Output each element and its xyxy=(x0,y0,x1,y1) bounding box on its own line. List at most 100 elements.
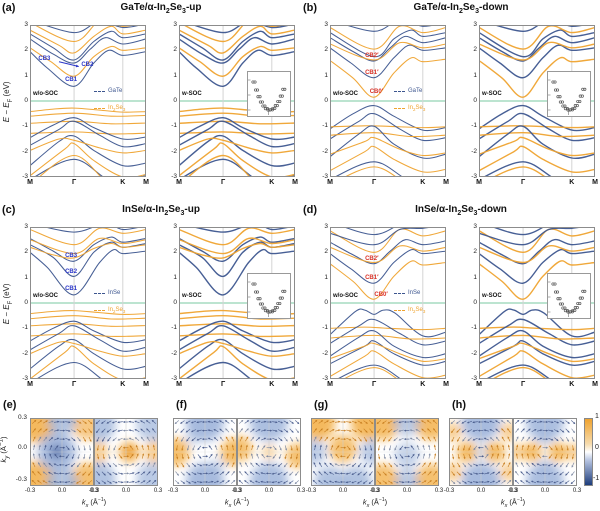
spin-arrow-head xyxy=(548,456,551,459)
kx-tick-label: 0.0 xyxy=(476,488,486,494)
spin-arrow-head xyxy=(70,464,73,467)
spin-arrow-head xyxy=(129,445,132,448)
spin-arrow-head xyxy=(285,439,288,442)
spin-arrow-head xyxy=(122,446,126,449)
spin-arrow-head xyxy=(357,465,360,468)
spin-arrow-head xyxy=(429,471,432,474)
spin-arrow-head xyxy=(555,448,558,451)
spin-arrow-head xyxy=(553,473,556,475)
spin-arrow-head xyxy=(567,421,570,424)
kx-tick-label: 0.3 xyxy=(89,488,99,494)
spin-arrow-head xyxy=(561,439,564,442)
spin-arrow xyxy=(238,480,244,484)
spin-arrow-head xyxy=(403,438,407,441)
spin-arrow-head xyxy=(73,439,76,442)
band-curve xyxy=(479,308,595,338)
inset-band-marker xyxy=(581,289,585,293)
k-point-label: Γ xyxy=(371,381,377,388)
plot-frame xyxy=(179,25,295,177)
cb-annotation: CB2′ xyxy=(365,52,379,59)
spin-arrow-head xyxy=(329,462,332,465)
spin-arrow-head xyxy=(232,453,235,456)
colorbar-tick-1: 1 xyxy=(595,413,599,420)
spin-arrow-head xyxy=(249,480,252,483)
spin-arrow-head xyxy=(565,465,568,468)
y-tick-label: 1 xyxy=(324,273,328,281)
spin-arrow-head xyxy=(418,471,421,474)
spin-arrow-head xyxy=(175,439,178,443)
spin-arrow xyxy=(570,420,576,424)
spin-arrow-head xyxy=(84,421,87,424)
spin-arrow-head xyxy=(269,446,273,449)
spin-arrow-head xyxy=(487,480,490,483)
spin-arrow-head xyxy=(255,462,258,465)
k-point-label: M xyxy=(592,179,598,186)
band-curve xyxy=(187,154,251,177)
k-point-label: Γ xyxy=(520,179,526,186)
spin-arrow-head xyxy=(534,420,537,423)
band-curve xyxy=(30,137,146,154)
spin-arrow xyxy=(506,420,512,424)
colorbar xyxy=(584,418,593,486)
band-curve xyxy=(179,324,295,353)
spin-arrow xyxy=(129,437,134,441)
spin-arrow-head xyxy=(393,439,396,442)
cb-annotation: CB0′ xyxy=(374,291,388,298)
band-curve xyxy=(479,41,595,61)
kx-tick-label: 0.0 xyxy=(540,488,550,494)
band-curve xyxy=(330,35,446,62)
band-curve xyxy=(179,25,295,54)
spin-arrow-head xyxy=(78,448,81,451)
spin-arrow-head xyxy=(457,457,460,460)
spin-arrow-head xyxy=(421,428,424,431)
band-curve xyxy=(330,245,446,264)
spin-arrow-head xyxy=(294,481,297,485)
spin-arrow-head xyxy=(58,472,62,475)
y-tick-label: -1 xyxy=(471,122,477,130)
plot-frame xyxy=(179,227,295,379)
spin-arrow xyxy=(450,420,456,424)
spin-arrow-head xyxy=(190,421,194,424)
band-curve xyxy=(330,334,446,340)
spin-arrow-head xyxy=(232,461,235,465)
spin-arrow-head xyxy=(73,421,77,424)
band-curve xyxy=(479,326,595,331)
spin-z-blob xyxy=(314,466,347,486)
y-axis-label-middle: E − EF (eV) xyxy=(2,283,14,325)
spin-arrow-head xyxy=(334,480,337,483)
spin-arrow-head xyxy=(401,464,405,467)
panel-b-title: GaTe/α-In2Se3-down xyxy=(413,2,509,15)
spin-arrow-head xyxy=(188,465,191,468)
spin-arrow-head xyxy=(286,421,289,424)
y-tick-label: 1 xyxy=(24,273,28,281)
spin-arrow-head xyxy=(501,436,504,439)
inset-band-marker xyxy=(555,88,560,92)
spin-arrow-head xyxy=(83,457,86,460)
spin-arrow-head xyxy=(199,464,203,467)
legend-line-sample xyxy=(94,292,105,294)
spin-arrow-head xyxy=(291,439,293,442)
spin-arrow-head xyxy=(354,439,357,442)
spin-arrow-head xyxy=(339,472,343,475)
spin-arrow-head xyxy=(143,471,146,474)
spin-arrow-head xyxy=(418,480,422,483)
spin-arrow-head xyxy=(566,448,569,451)
band-curve xyxy=(479,56,595,98)
spin-arrow-head xyxy=(547,464,551,467)
spin-arrow-head xyxy=(330,453,333,456)
band-curve xyxy=(184,361,295,379)
inset-band-marker xyxy=(273,308,277,312)
spin-arrow xyxy=(230,480,236,484)
spin-arrow-head xyxy=(269,438,273,441)
spin-arrow-head xyxy=(222,471,225,474)
panel-e-label: (e) xyxy=(3,399,17,411)
spin-arrow-head xyxy=(275,429,278,432)
spin-arrow-head xyxy=(151,419,154,423)
spin-arrow-head xyxy=(297,421,300,425)
spin-arrow-head xyxy=(365,421,368,424)
kx-axis-label-h: kx (Å−1) xyxy=(500,497,526,509)
spin-arrow-head xyxy=(325,444,328,448)
